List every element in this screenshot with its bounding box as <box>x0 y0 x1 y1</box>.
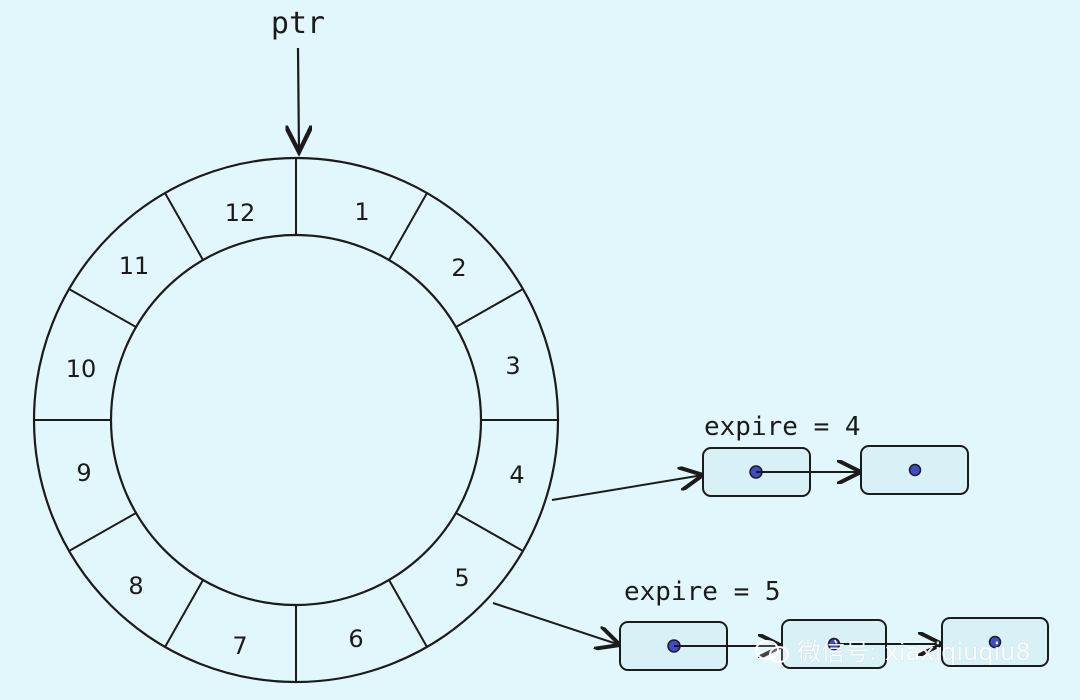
slot-label-10: 10 <box>66 355 97 383</box>
slot-label-4: 4 <box>509 461 524 489</box>
wechat-watermark: 微信号: xiaxiqiuqiu8 <box>755 632 1031 667</box>
node-pointer-dot <box>988 635 1002 649</box>
wechat-icon <box>755 638 789 663</box>
slot-label-5: 5 <box>454 564 469 592</box>
wheel-divider <box>455 512 524 552</box>
slot-5-to-list-arrow <box>492 602 620 645</box>
slot-label-2: 2 <box>451 254 466 282</box>
wheel-divider <box>68 512 137 552</box>
slot-label-8: 8 <box>128 572 143 600</box>
slot-label-7: 7 <box>232 632 247 660</box>
slot-label-12: 12 <box>225 199 256 227</box>
pointer-arrow <box>298 47 299 152</box>
slot-label-9: 9 <box>76 459 91 487</box>
outer-wheel-ring <box>32 156 560 684</box>
wheel-divider <box>455 288 524 328</box>
wheel-divider <box>388 579 428 648</box>
pointer-label: ptr <box>271 6 325 41</box>
node-pointer-dot <box>908 463 922 477</box>
wheel-divider <box>164 579 204 648</box>
wheel-divider <box>68 288 137 328</box>
expire-4-label: expire = 4 <box>704 412 861 442</box>
inner-wheel-ring <box>109 233 483 607</box>
slot-4-to-list-arrow <box>551 475 703 501</box>
slot-label-1: 1 <box>354 198 369 226</box>
expire-5-label: expire = 5 <box>624 577 781 607</box>
watermark-text: 微信号: xiaxiqiuqiu8 <box>797 638 1031 666</box>
slot-label-11: 11 <box>119 252 150 280</box>
slot-label-3: 3 <box>505 352 520 380</box>
wheel-divider <box>164 192 204 261</box>
slot-label-6: 6 <box>348 625 363 653</box>
wheel-divider <box>388 192 428 261</box>
